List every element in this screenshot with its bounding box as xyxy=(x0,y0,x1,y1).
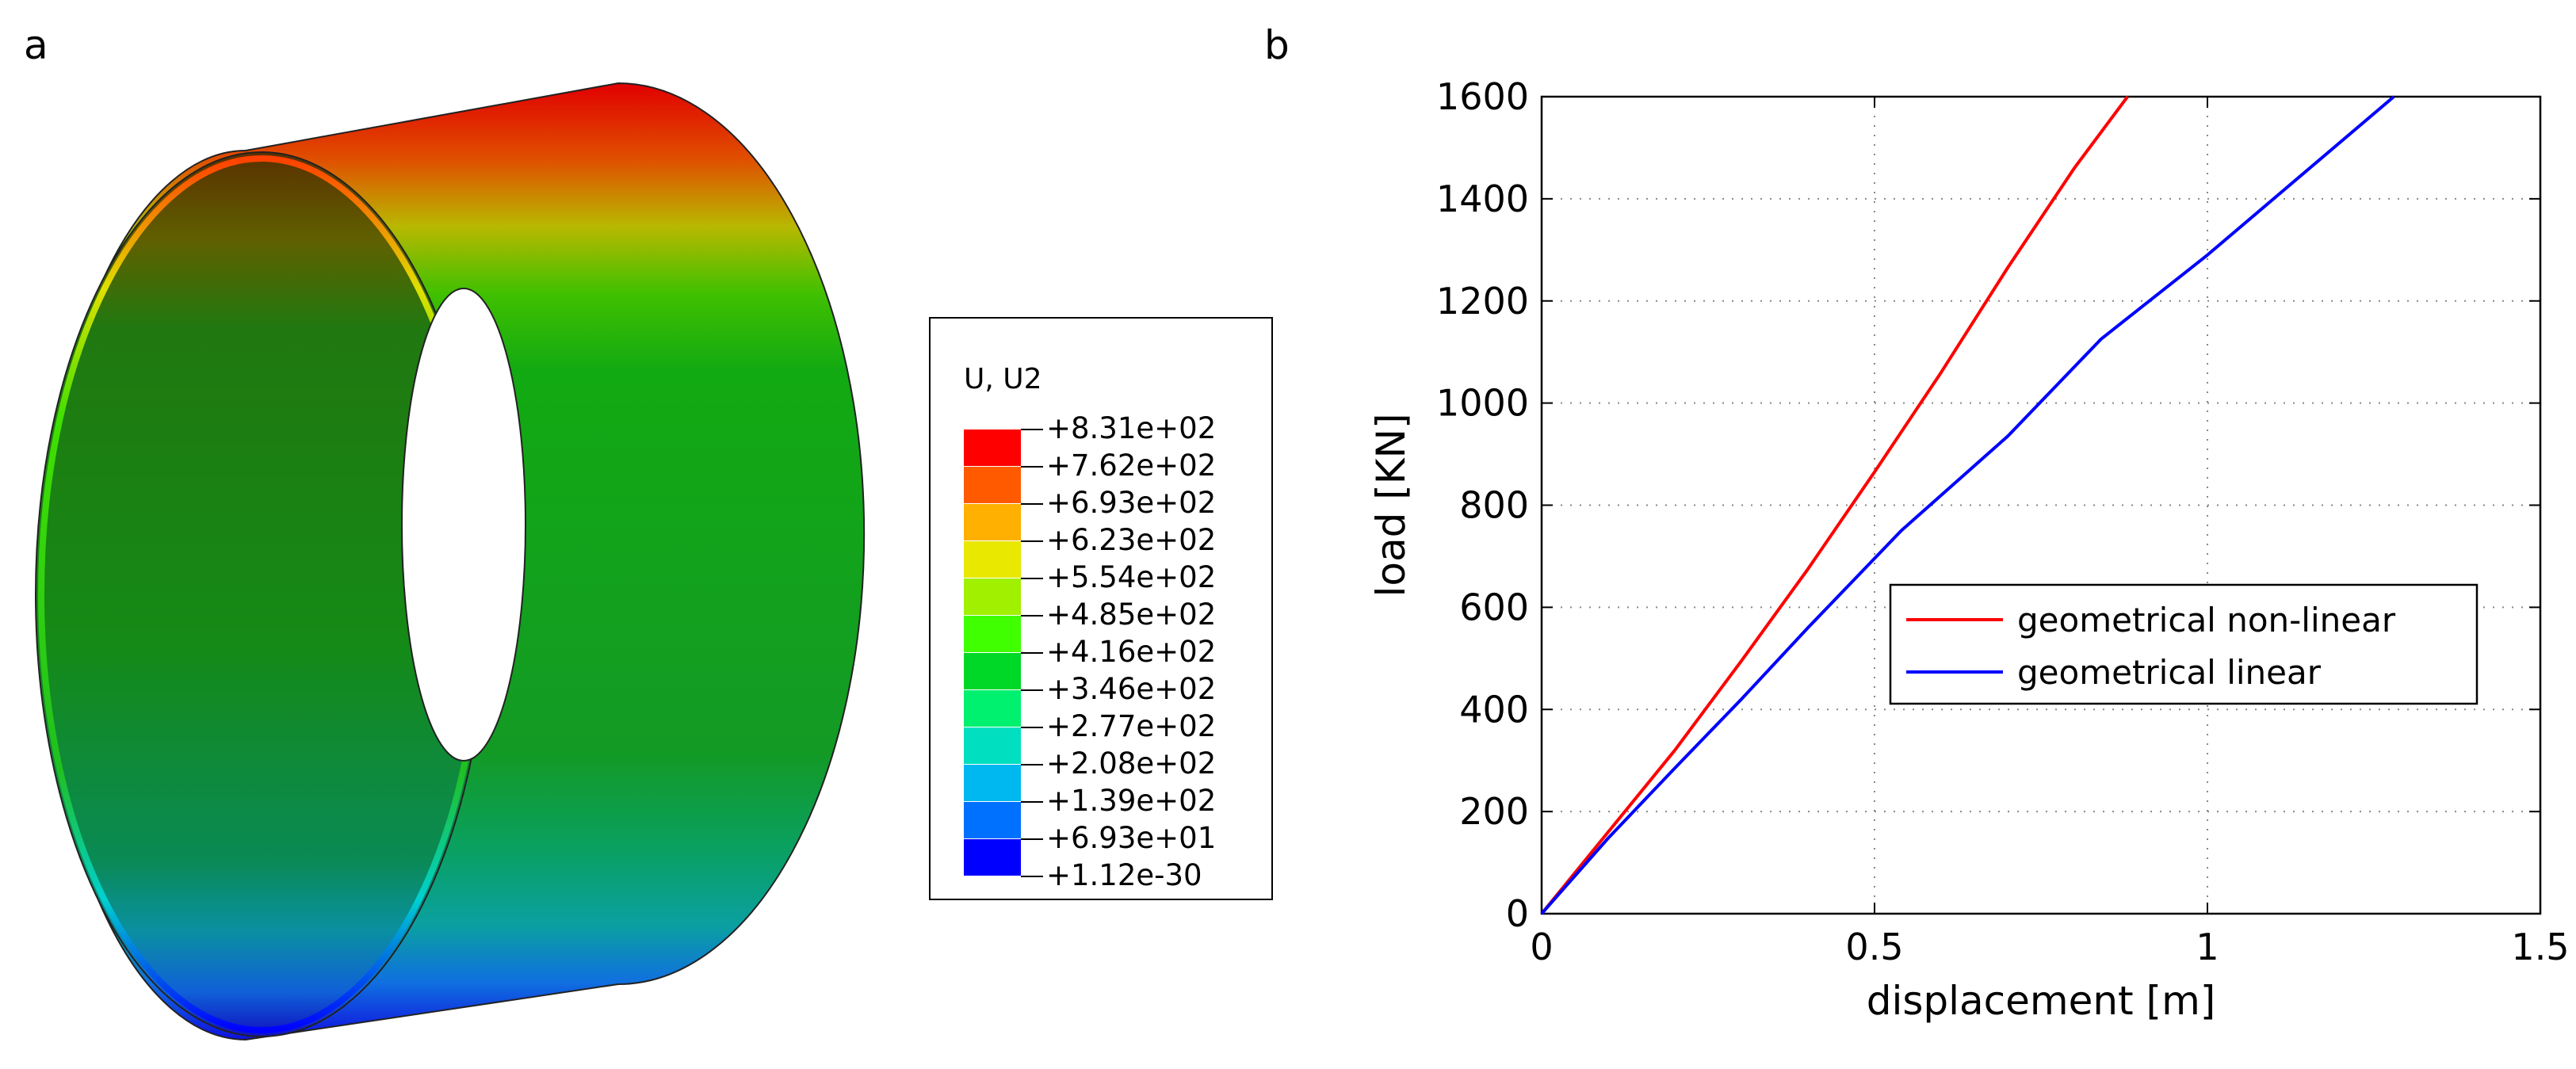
legend-level-label: +1.12e-30 xyxy=(1046,858,1202,892)
x-tick-label: 0 xyxy=(1530,926,1553,968)
y-tick-label: 1400 xyxy=(1436,178,1529,220)
x-tick-label: 1.5 xyxy=(2511,926,2569,968)
contour-legend: U, U2 +8.31e+02 +7.62e+02 +6.93e+02 +6.23e+… xyxy=(929,317,1273,900)
plot-area xyxy=(1542,97,2540,914)
y-tick-label: 1000 xyxy=(1436,382,1529,425)
legend-level-label: +8.31e+02 xyxy=(1046,411,1217,445)
y-tick-label: 0 xyxy=(1506,892,1529,935)
y-tick-label: 1200 xyxy=(1436,280,1529,323)
legend-tick xyxy=(1021,689,1043,691)
y-tick-label: 200 xyxy=(1459,790,1529,833)
y-tick-label: 1600 xyxy=(1436,75,1529,118)
legend-level-label: +2.77e+02 xyxy=(1046,709,1217,743)
legend-swatch xyxy=(964,578,1021,615)
legend-level-label: +6.23e+02 xyxy=(1046,523,1217,557)
legend-swatch xyxy=(964,467,1021,503)
x-tick-label: 1 xyxy=(2196,926,2219,968)
legend-level-label: +6.93e+01 xyxy=(1046,821,1217,855)
x-axis-label: displacement [m] xyxy=(1867,978,2216,1024)
legend-swatch xyxy=(964,504,1021,540)
legend-level-label: +7.62e+02 xyxy=(1046,449,1217,483)
legend-level-label: +2.08e+02 xyxy=(1046,746,1217,781)
legend-tick xyxy=(1021,578,1043,579)
y-tick-label: 600 xyxy=(1459,586,1529,628)
legend-entry-label: geometrical linear xyxy=(2017,653,2322,692)
legend-level-label: +5.54e+02 xyxy=(1046,560,1217,594)
legend-level-label: +4.85e+02 xyxy=(1046,597,1217,632)
chart-legend xyxy=(1889,583,2479,705)
legend-entry-label: geometrical non-linear xyxy=(2017,601,2396,639)
panel-label-b: b xyxy=(1264,22,1290,68)
panel-label-a: a xyxy=(24,22,48,68)
legend-tick xyxy=(1021,727,1043,728)
legend-swatch xyxy=(964,616,1021,652)
legend-level-label: +3.46e+02 xyxy=(1046,672,1217,706)
y-tick-label: 800 xyxy=(1459,484,1529,527)
legend-swatch xyxy=(964,802,1021,838)
x-tick-label: 0.5 xyxy=(1845,926,1903,968)
legend-tick xyxy=(1021,876,1043,877)
legend-swatch xyxy=(964,839,1021,876)
y-tick-label: 400 xyxy=(1459,688,1529,731)
legend-tick xyxy=(1021,503,1043,505)
legend-tick xyxy=(1021,764,1043,765)
legend-level-label: +6.93e+02 xyxy=(1046,486,1217,520)
legend-swatch xyxy=(964,727,1021,764)
legend-swatch xyxy=(964,765,1021,801)
legend-swatch xyxy=(964,541,1021,578)
legend-swatch xyxy=(964,653,1021,689)
legend-tick xyxy=(1021,652,1043,654)
legend-tick xyxy=(1021,615,1043,617)
y-axis-label: load [KN] xyxy=(1368,414,1414,597)
legend-swatch xyxy=(964,690,1021,727)
contour-legend-title: U, U2 xyxy=(964,363,1042,395)
legend-tick xyxy=(1021,838,1043,840)
series-line xyxy=(1540,95,2395,915)
series-line xyxy=(1540,95,2129,915)
legend-tick xyxy=(1021,801,1043,803)
legend-tick xyxy=(1021,540,1043,542)
legend-swatch xyxy=(964,430,1021,466)
cylinder-contour-plot xyxy=(35,82,866,1041)
legend-tick xyxy=(1021,429,1043,430)
legend-level-label: +4.16e+02 xyxy=(1046,635,1217,669)
legend-tick xyxy=(1021,466,1043,468)
legend-level-label: +1.39e+02 xyxy=(1046,784,1217,818)
